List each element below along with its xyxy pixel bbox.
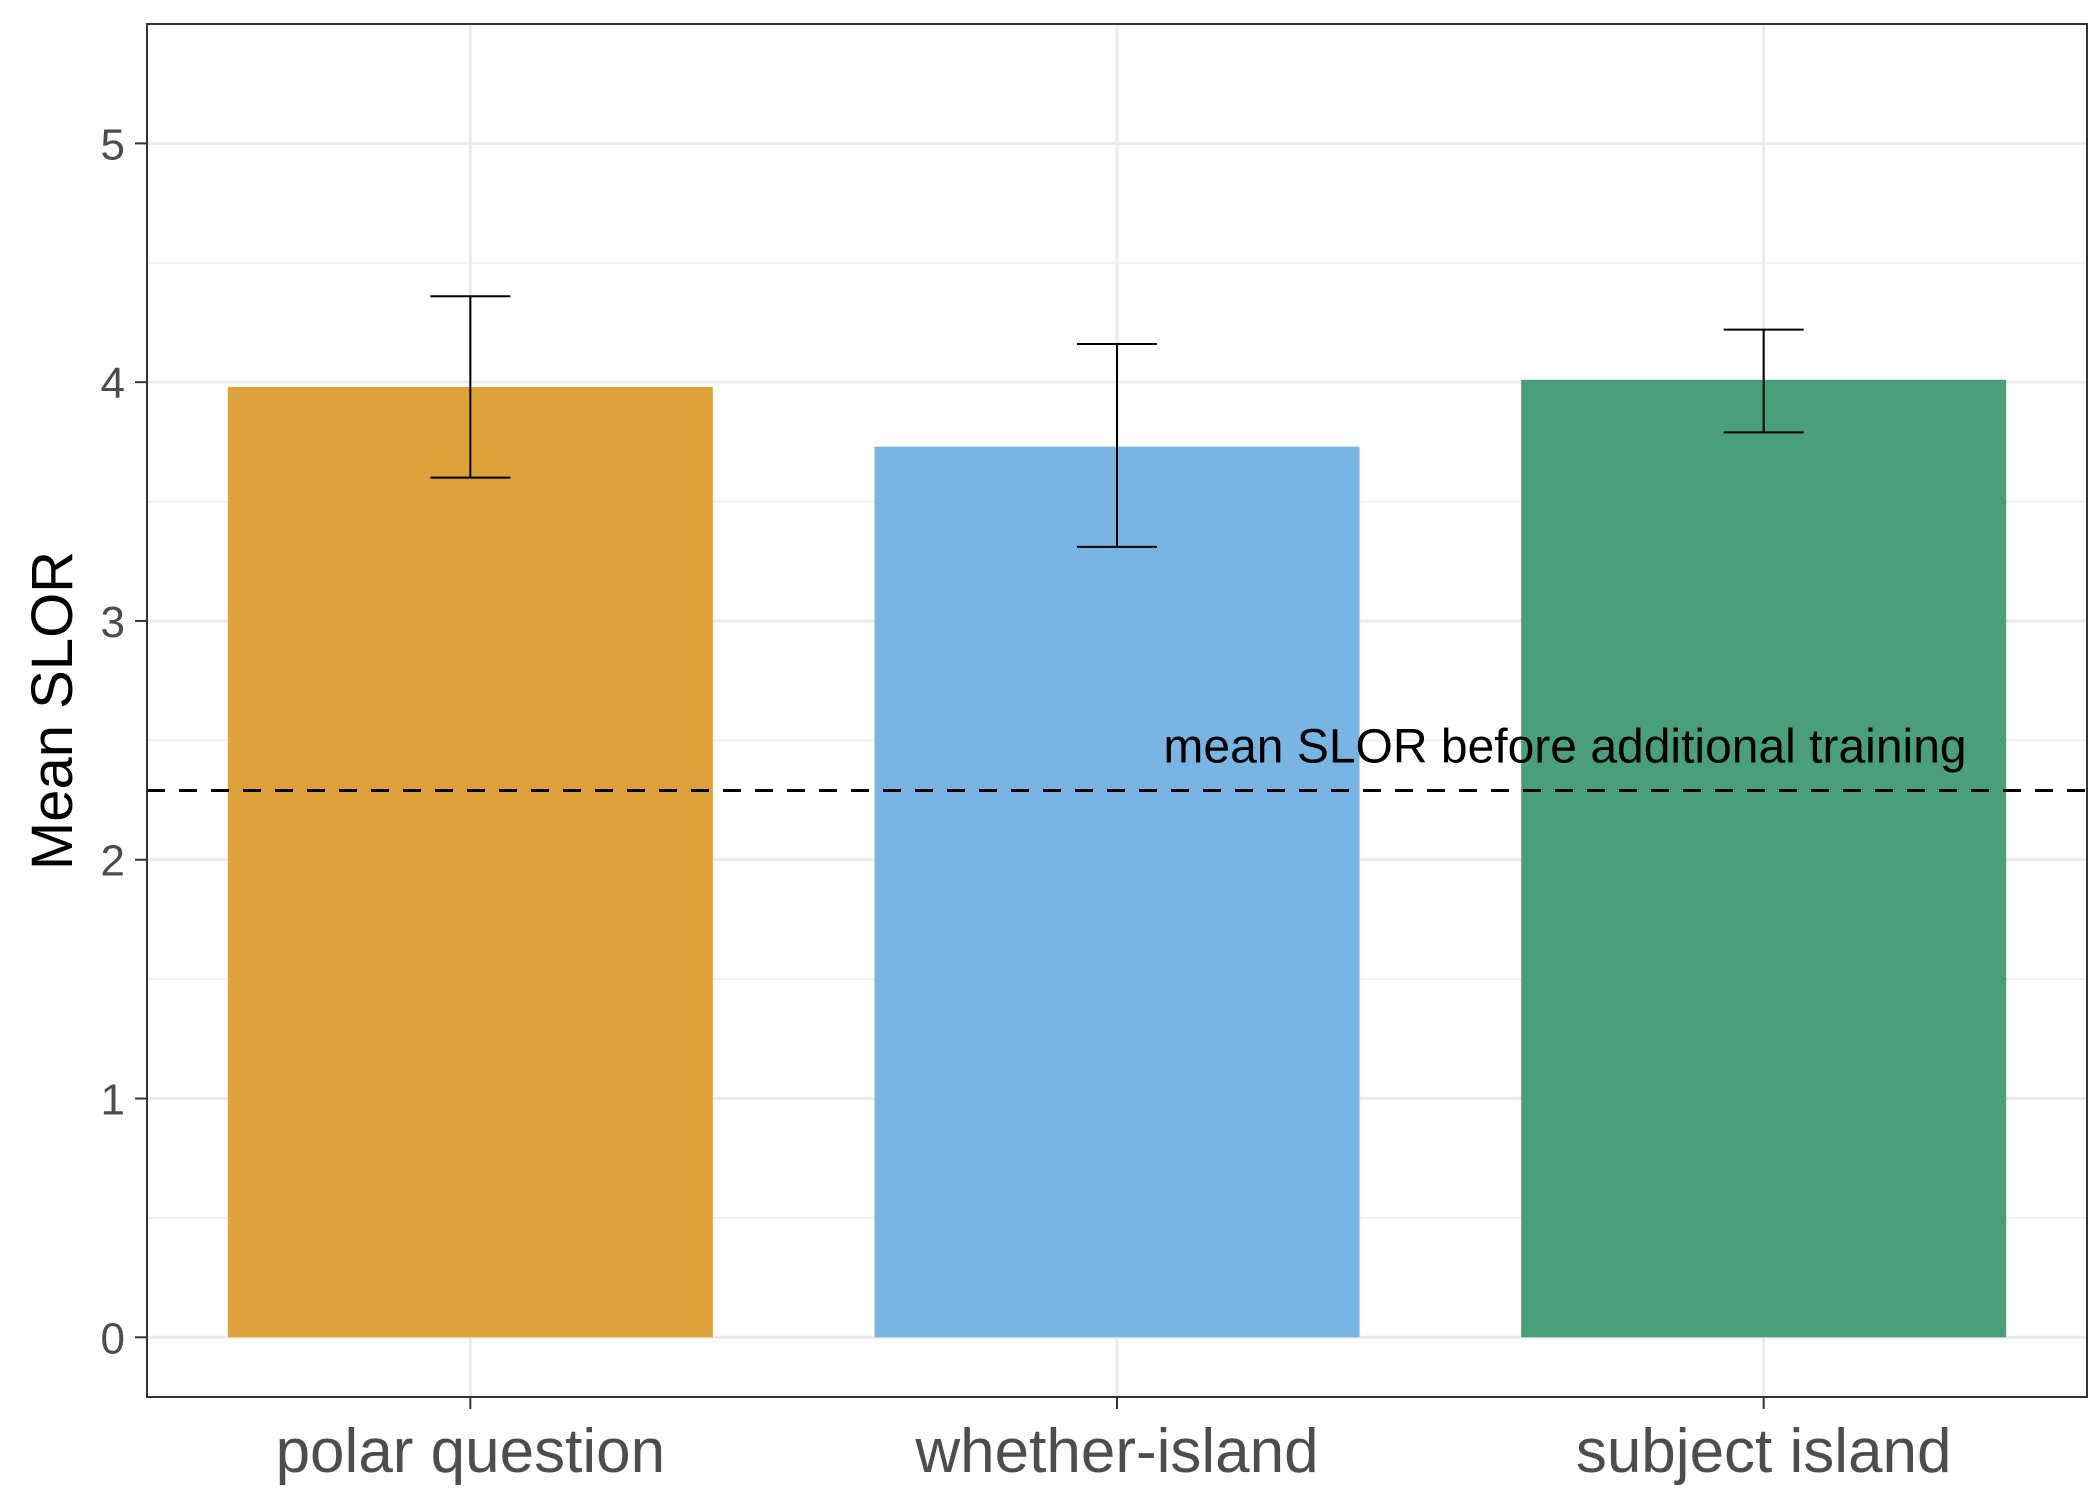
bar-polar-question [227, 386, 713, 1338]
x-tick-label: polar question [276, 1417, 666, 1486]
error-bars [430, 295, 1804, 548]
bars [227, 379, 2007, 1338]
error-bar [1723, 328, 1804, 434]
bar-subject-island [1521, 379, 2007, 1338]
bar-whether-island [874, 446, 1360, 1338]
y-tick-label: 1 [101, 1076, 125, 1125]
x-tick-label: subject island [1576, 1417, 1952, 1486]
y-tick-label: 3 [101, 598, 125, 647]
x-tick-label: whether-island [914, 1417, 1318, 1486]
y-tick-label: 5 [101, 120, 125, 169]
x-axis: polar question whether-island subject isla… [276, 1397, 1952, 1486]
y-tick-label: 0 [101, 1314, 125, 1363]
reference-line-group: mean SLOR before additional training [147, 720, 2087, 792]
y-tick-label: 4 [101, 359, 125, 408]
error-bar [1077, 342, 1157, 548]
reference-line-label: mean SLOR before additional training [1163, 720, 1966, 773]
y-axis: 0 1 2 3 4 5 [101, 120, 147, 1363]
y-tick-label: 2 [101, 837, 125, 886]
error-bar [430, 295, 511, 479]
y-axis-title: Mean SLOR [20, 551, 85, 870]
